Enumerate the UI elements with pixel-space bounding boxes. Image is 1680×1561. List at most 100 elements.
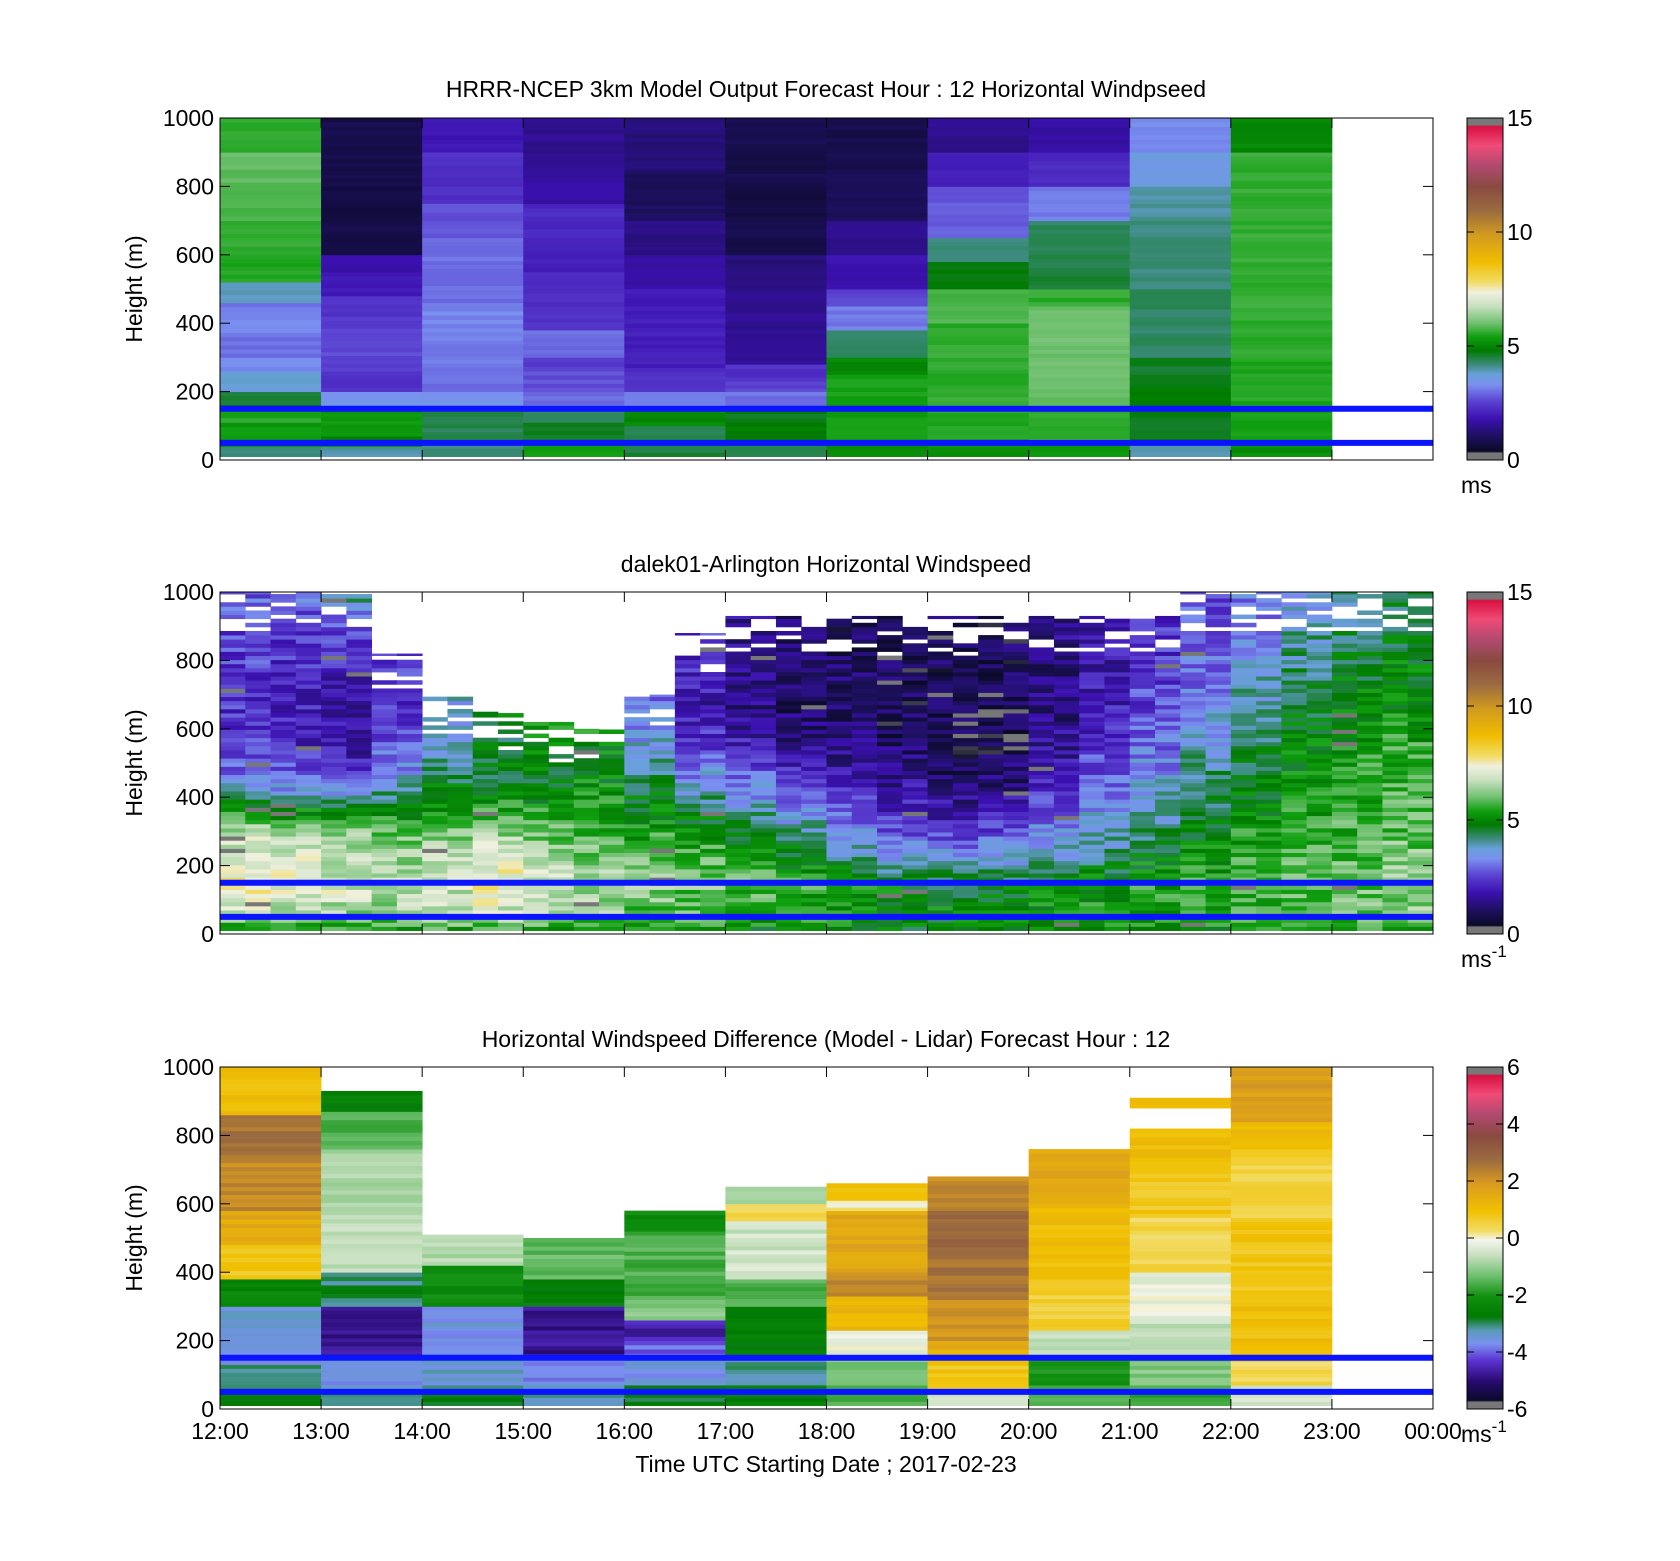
heatmap-cell <box>1256 721 1282 726</box>
heatmap-cell <box>1256 708 1282 714</box>
heatmap-cell <box>674 836 701 841</box>
heatmap-cell <box>1230 320 1333 325</box>
heatmap-cell <box>1230 228 1333 234</box>
heatmap-cell <box>1407 700 1433 706</box>
heatmap-cell <box>1357 692 1383 698</box>
heatmap-cell <box>1357 869 1383 874</box>
heatmap-cell <box>1230 295 1333 300</box>
heatmap-cell <box>927 139 1030 145</box>
heatmap-cell <box>624 1255 726 1260</box>
heatmap-cell <box>750 910 777 915</box>
heatmap-cell <box>220 803 246 808</box>
heatmap-cell <box>1129 425 1232 431</box>
heatmap-cell <box>245 643 271 648</box>
heatmap-cell <box>245 672 271 677</box>
heatmap-cell <box>1104 795 1131 800</box>
heatmap-cell <box>1079 667 1105 673</box>
heatmap-cell <box>447 864 474 870</box>
heatmap-cell <box>1230 602 1257 607</box>
heatmap-cell <box>1079 700 1105 706</box>
heatmap-cell <box>1407 672 1433 677</box>
heatmap-cell <box>1407 815 1433 821</box>
heatmap-cell <box>750 885 777 890</box>
heatmap-cell <box>1079 901 1105 907</box>
heatmap-cell <box>270 832 297 837</box>
heatmap-cell <box>750 762 777 767</box>
heatmap-cell <box>1028 684 1055 689</box>
heatmap-cell <box>927 1320 1030 1325</box>
heatmap-cell <box>927 323 1030 328</box>
heatmap-cell <box>826 1183 928 1188</box>
heatmap-cell <box>750 663 777 669</box>
heatmap-cell <box>1331 778 1358 784</box>
heatmap-cell <box>270 836 297 841</box>
heatmap-cell <box>927 1295 1030 1300</box>
heatmap-cell <box>1003 684 1030 689</box>
heatmap-cell <box>927 676 954 681</box>
heatmap-cell <box>1256 905 1282 911</box>
heatmap-cell <box>952 737 979 743</box>
heatmap-cell <box>321 1181 423 1187</box>
heatmap-cell <box>624 1275 726 1280</box>
heatmap-cell <box>978 770 1004 776</box>
heatmap-cell <box>624 815 650 821</box>
heatmap-cell <box>1028 1381 1131 1386</box>
heatmap-cell <box>1104 647 1131 652</box>
heatmap-cell <box>523 1246 625 1251</box>
heatmap-cell <box>624 1344 726 1350</box>
heatmap-cell <box>1003 643 1030 648</box>
heatmap-cell <box>321 1297 423 1303</box>
y-tick-label: 600 <box>176 716 214 742</box>
heatmap-cell <box>523 1298 625 1303</box>
heatmap-cell <box>725 836 752 841</box>
heatmap-cell <box>1230 315 1333 321</box>
heatmap-cell <box>1028 353 1131 358</box>
heatmap-cell <box>321 1285 423 1290</box>
heatmap-cell <box>801 680 827 685</box>
heatmap-cell <box>725 852 752 858</box>
heatmap-cell <box>346 594 373 599</box>
heatmap-cell <box>220 688 246 693</box>
heatmap-cell <box>1306 869 1333 874</box>
heatmap-cell <box>877 615 903 620</box>
heatmap-cell <box>952 680 979 685</box>
heatmap-cell <box>952 762 979 767</box>
heatmap-cell <box>674 864 701 870</box>
heatmap-cell <box>220 315 322 321</box>
heatmap-cell <box>826 1313 928 1318</box>
heatmap-cell <box>573 901 600 907</box>
heatmap-cell <box>1331 869 1358 874</box>
heatmap-cell <box>1331 856 1358 862</box>
heatmap-cell <box>220 766 246 771</box>
heatmap-cell <box>1028 412 1131 418</box>
heatmap-cell <box>321 1128 423 1133</box>
heatmap-cell <box>1180 762 1206 767</box>
heatmap-cell <box>624 310 726 316</box>
heatmap-cell <box>270 823 297 829</box>
heatmap-cell <box>1028 823 1055 829</box>
heatmap-cell <box>472 844 499 849</box>
heatmap-cell <box>1104 860 1131 866</box>
heatmap-cell <box>624 280 726 286</box>
heatmap-cell <box>1407 754 1433 759</box>
heatmap-cell <box>1230 873 1257 878</box>
heatmap-cell <box>1079 655 1105 661</box>
heatmap-cell <box>1129 244 1232 250</box>
heatmap-cell <box>1003 676 1030 681</box>
heatmap-cell <box>826 425 928 431</box>
heatmap-cell <box>1129 815 1156 821</box>
heatmap-cell <box>270 676 297 681</box>
heatmap-cell <box>220 258 322 264</box>
heatmap-cell <box>1205 729 1232 734</box>
heatmap-cell <box>1230 176 1333 181</box>
heatmap-cell <box>978 864 1004 870</box>
heatmap-cell <box>1281 688 1308 693</box>
heatmap-cell <box>321 667 347 673</box>
heatmap-cell <box>1357 729 1383 734</box>
heatmap-cell <box>851 782 878 788</box>
heatmap-cell <box>1003 832 1030 837</box>
heatmap-cell <box>321 1231 423 1236</box>
heatmap-cell <box>1079 889 1105 895</box>
heatmap-cell <box>952 672 979 677</box>
heatmap-cell <box>1028 910 1055 915</box>
